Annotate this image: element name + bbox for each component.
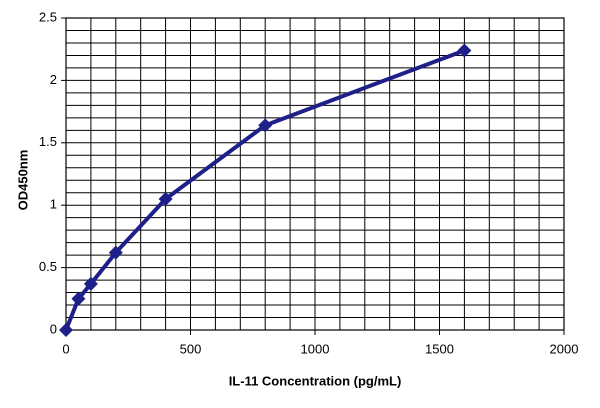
y-tick-label: 1.5 [39,134,57,149]
y-tick-label: 2 [50,72,57,87]
data-point [108,245,123,260]
y-axis-title: OD450nm [15,150,30,211]
data-point [457,43,472,58]
x-axis-title: IL-11 Concentration (pg/mL) [229,373,402,388]
x-tick-label: 1500 [425,341,454,356]
data-point [59,323,73,337]
x-tick-label: 500 [180,341,202,356]
plot-frame [65,17,565,331]
y-tick-label: 0 [50,321,57,336]
x-tick-label: 2000 [550,341,579,356]
x-tick-label: 1000 [301,341,330,356]
y-tick-label: 1 [50,197,57,212]
y-tick-label: 2.5 [39,9,57,24]
data-point [83,276,98,291]
x-tick-label: 0 [62,341,69,356]
y-tick-label: 0.5 [39,259,57,274]
data-point [158,191,173,206]
data-point [258,118,273,133]
data-point [71,291,86,306]
